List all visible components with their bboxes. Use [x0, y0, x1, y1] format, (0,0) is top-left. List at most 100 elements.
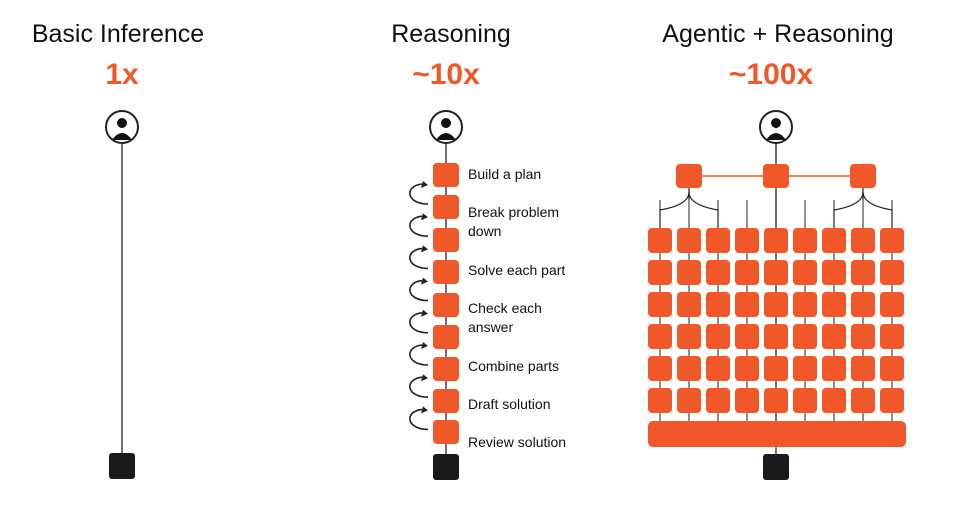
reasoning-step-label: Draft solution [468, 396, 551, 412]
basic-inference-multiplier: 1x [105, 58, 139, 91]
reasoning-step-node [433, 325, 459, 349]
agent-grid-node [880, 324, 904, 349]
agent-grid-node [735, 292, 759, 317]
agent-grid-node [822, 324, 846, 349]
basic-inference-title: Basic Inference [31, 20, 205, 48]
agent-grid-node [735, 388, 759, 413]
agent-grid-node [677, 228, 701, 253]
loop-arrow-icon [409, 181, 429, 205]
agent-grid-node [851, 388, 875, 413]
agent-grid-node [880, 388, 904, 413]
loop-arrow-icon [409, 213, 429, 237]
agent-grid-node [706, 292, 730, 317]
loop-arrow-icon [409, 309, 429, 334]
agent-grid-node [764, 324, 788, 349]
agent-grid-node [793, 356, 817, 381]
basic-inference-flow [105, 110, 139, 479]
agent-node [763, 164, 789, 188]
output-block-icon [109, 453, 135, 479]
agent-node [676, 164, 702, 188]
agent-grid-node [648, 324, 672, 349]
agent-grid-node [793, 388, 817, 413]
reasoning-step-label: Combine parts [468, 358, 560, 374]
agent-grid-node [706, 388, 730, 413]
agent-grid-node [764, 356, 788, 381]
user-icon [759, 110, 793, 144]
user-icon [105, 110, 139, 144]
agent-grid-node [735, 260, 759, 285]
agent-grid-node [735, 228, 759, 253]
output-block-icon [433, 454, 459, 480]
branch-connector [833, 188, 893, 228]
reasoning-step-node [433, 389, 459, 413]
reasoning-step-node [433, 260, 459, 284]
agent-grid-node [793, 228, 817, 253]
agent-grid-node [851, 292, 875, 317]
agent-grid-node [793, 260, 817, 285]
agent-grid-node [648, 228, 672, 253]
loop-arrow-icon [409, 374, 429, 398]
agent-grid-node [677, 260, 701, 285]
loop-arrow-icon [409, 277, 429, 302]
agent-grid-node [822, 292, 846, 317]
agent-grid-node [851, 228, 875, 253]
reasoning-title: Reasoning [391, 20, 511, 48]
loop-arrow-icon [409, 406, 429, 431]
reasoning-step-label: Solve each part [468, 262, 566, 278]
agent-grid-node [764, 388, 788, 413]
reasoning-step-node [433, 228, 459, 252]
loop-arrow-icon [409, 245, 429, 270]
reasoning-multiplier: ~10x [412, 58, 480, 91]
agent-grid-node [822, 260, 846, 285]
agent-grid-node [851, 324, 875, 349]
reasoning-step-label: Check each answer [468, 300, 542, 335]
agent-grid-node [706, 324, 730, 349]
agent-grid-node [793, 292, 817, 317]
agent-grid-node [648, 356, 672, 381]
agent-grid-node [880, 292, 904, 317]
output-block-icon [763, 454, 789, 480]
agent-grid-node [677, 388, 701, 413]
agent-grid-node [880, 228, 904, 253]
user-icon [429, 110, 463, 144]
agent-grid-node [851, 356, 875, 381]
agent-grid-node [793, 324, 817, 349]
reasoning-flow [409, 110, 463, 480]
loop-arrow-icon [409, 342, 429, 366]
agent-grid-node [706, 260, 730, 285]
agent-grid-node [764, 228, 788, 253]
aggregate-bar [648, 421, 906, 447]
reasoning-step-label: Build a plan [468, 166, 542, 182]
agent-grid-node [677, 292, 701, 317]
agent-grid-node [822, 356, 846, 381]
reasoning-step-node [433, 195, 459, 219]
agent-grid-node [648, 388, 672, 413]
agent-grid-node [648, 292, 672, 317]
reasoning-step-node [433, 163, 459, 187]
agent-grid-node [822, 228, 846, 253]
agentic-reasoning-title: Agentic + Reasoning [662, 20, 894, 48]
agent-grid-node [677, 356, 701, 381]
reasoning-step-node [433, 293, 459, 317]
agent-grid-node [735, 324, 759, 349]
reasoning-step-label: Review solution [468, 434, 567, 450]
reasoning-step-node [433, 420, 459, 444]
agent-grid-node [880, 356, 904, 381]
agent-grid-node [706, 356, 730, 381]
agentic-reasoning-multiplier: ~100x [728, 58, 814, 91]
agent-grid-node [851, 260, 875, 285]
branch-connector [659, 188, 719, 228]
agentic-reasoning-flow [648, 110, 906, 480]
agent-grid-node [648, 260, 672, 285]
agent-grid-node [822, 388, 846, 413]
agent-grid-node [706, 228, 730, 253]
agent-node [850, 164, 876, 188]
agent-grid-node [764, 292, 788, 317]
agent-grid-node [735, 356, 759, 381]
agent-grid-node [880, 260, 904, 285]
agent-grid-node [677, 324, 701, 349]
reasoning-step-label: Break problem down [468, 204, 560, 239]
reasoning-step-node [433, 357, 459, 381]
agent-grid-node [764, 260, 788, 285]
